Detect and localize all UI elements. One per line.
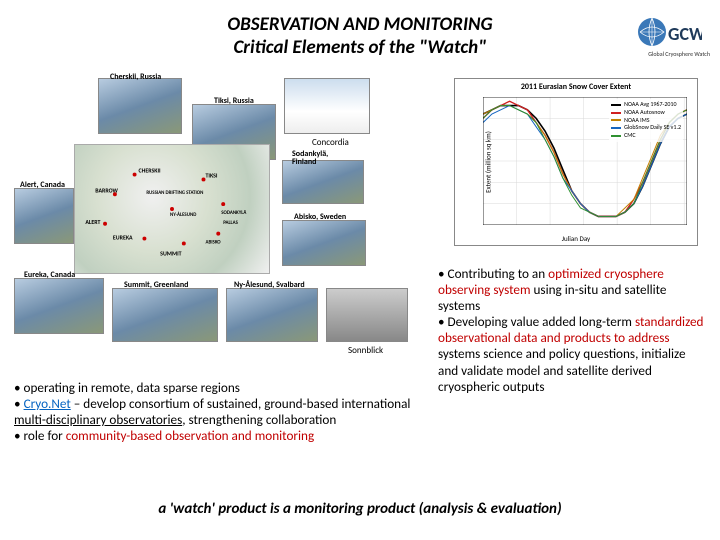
bullet-r1: • Contributing to an optimized cryospher…	[438, 266, 706, 314]
legend-item: GlobSnow Daily SE v1.2	[611, 124, 681, 132]
bullets-right: • Contributing to an optimized cryospher…	[438, 266, 706, 395]
caption-concordia: Concordia	[310, 137, 351, 148]
title-line2: Critical Elements of the "Watch"	[0, 37, 720, 60]
snow-extent-chart: 2011 Eurasian Snow Cover Extent Extent (…	[454, 78, 698, 246]
gcw-logo: GCW	[636, 10, 702, 54]
footer-tagline: a 'watch' product is a monitoring produc…	[0, 500, 720, 518]
chart-xlabel: Julian Day	[562, 234, 590, 243]
photo-alert	[14, 188, 74, 244]
svg-text:RUSSIAN DRIFTING STATION: RUSSIAN DRIFTING STATION	[146, 190, 203, 196]
chart-legend: NOAA Avg 1967-2010NOAA AutosnowNOAA IMSG…	[609, 99, 683, 142]
svg-text:TIKSI: TIKSI	[205, 171, 217, 179]
photo-nyalesund	[226, 288, 318, 342]
legend-item: CMC	[611, 132, 681, 140]
bullet-l2: • Cryo.Net – develop consortium of susta…	[14, 396, 428, 428]
arctic-map: CHERSKII TIKSI RUSSIAN DRIFTING STATION …	[74, 144, 270, 274]
photo-concordia	[284, 78, 370, 134]
bullet-l3: • role for community-based observation a…	[14, 428, 428, 444]
label-nyalesund: Ny-Ålesund, Svalbard	[234, 280, 305, 290]
svg-text:PALLAS: PALLAS	[223, 220, 238, 226]
svg-text:EUREKA: EUREKA	[113, 234, 133, 242]
slide-title: OBSERVATION AND MONITORING Critical Elem…	[0, 0, 720, 60]
svg-text:NY-ÅLESUND: NY-ÅLESUND	[170, 210, 196, 218]
label-alert: Alert, Canada	[20, 180, 65, 190]
photo-eureka	[14, 278, 104, 334]
caption-sonnblick: Sonnblick	[346, 345, 385, 356]
photo-summit	[112, 288, 218, 342]
photo-cherskii	[98, 78, 182, 134]
svg-text:SODANKYLÄ: SODANKYLÄ	[221, 209, 246, 216]
svg-text:ABISKO: ABISKO	[205, 239, 221, 245]
photo-abisko	[282, 220, 366, 266]
photo-sonnblick	[326, 288, 408, 342]
bullets-left: • operating in remote, data sparse regio…	[14, 380, 428, 444]
label-eureka: Eureka, Canada	[24, 270, 75, 280]
bullet-l1: • operating in remote, data sparse regio…	[14, 380, 428, 396]
svg-text:BARROW: BARROW	[95, 186, 118, 194]
logo-subtitle: Global Cryosphere Watch	[648, 50, 710, 58]
svg-text:CHERSKII: CHERSKII	[139, 167, 162, 175]
label-abisko: Abisko, Sweden	[294, 212, 346, 222]
bullet-r2: • Developing value added long-term stand…	[438, 314, 706, 394]
label-sodankyla: Sodankylä,Finland	[292, 150, 328, 166]
photo-collage: Cherskii, Russia Tiksi, Russia Concordia…	[14, 72, 422, 372]
title-line1: OBSERVATION AND MONITORING	[0, 14, 720, 37]
svg-text:ALERT: ALERT	[85, 218, 100, 226]
chart-title: 2011 Eurasian Snow Cover Extent	[455, 79, 697, 92]
label-tiksi: Tiksi, Russia	[214, 96, 254, 106]
svg-text:SUMMIT: SUMMIT	[160, 249, 181, 257]
label-summit: Summit, Greenland	[124, 280, 188, 290]
label-cherskii: Cherskii, Russia	[110, 72, 161, 82]
logo-text: GCW	[668, 23, 702, 45]
